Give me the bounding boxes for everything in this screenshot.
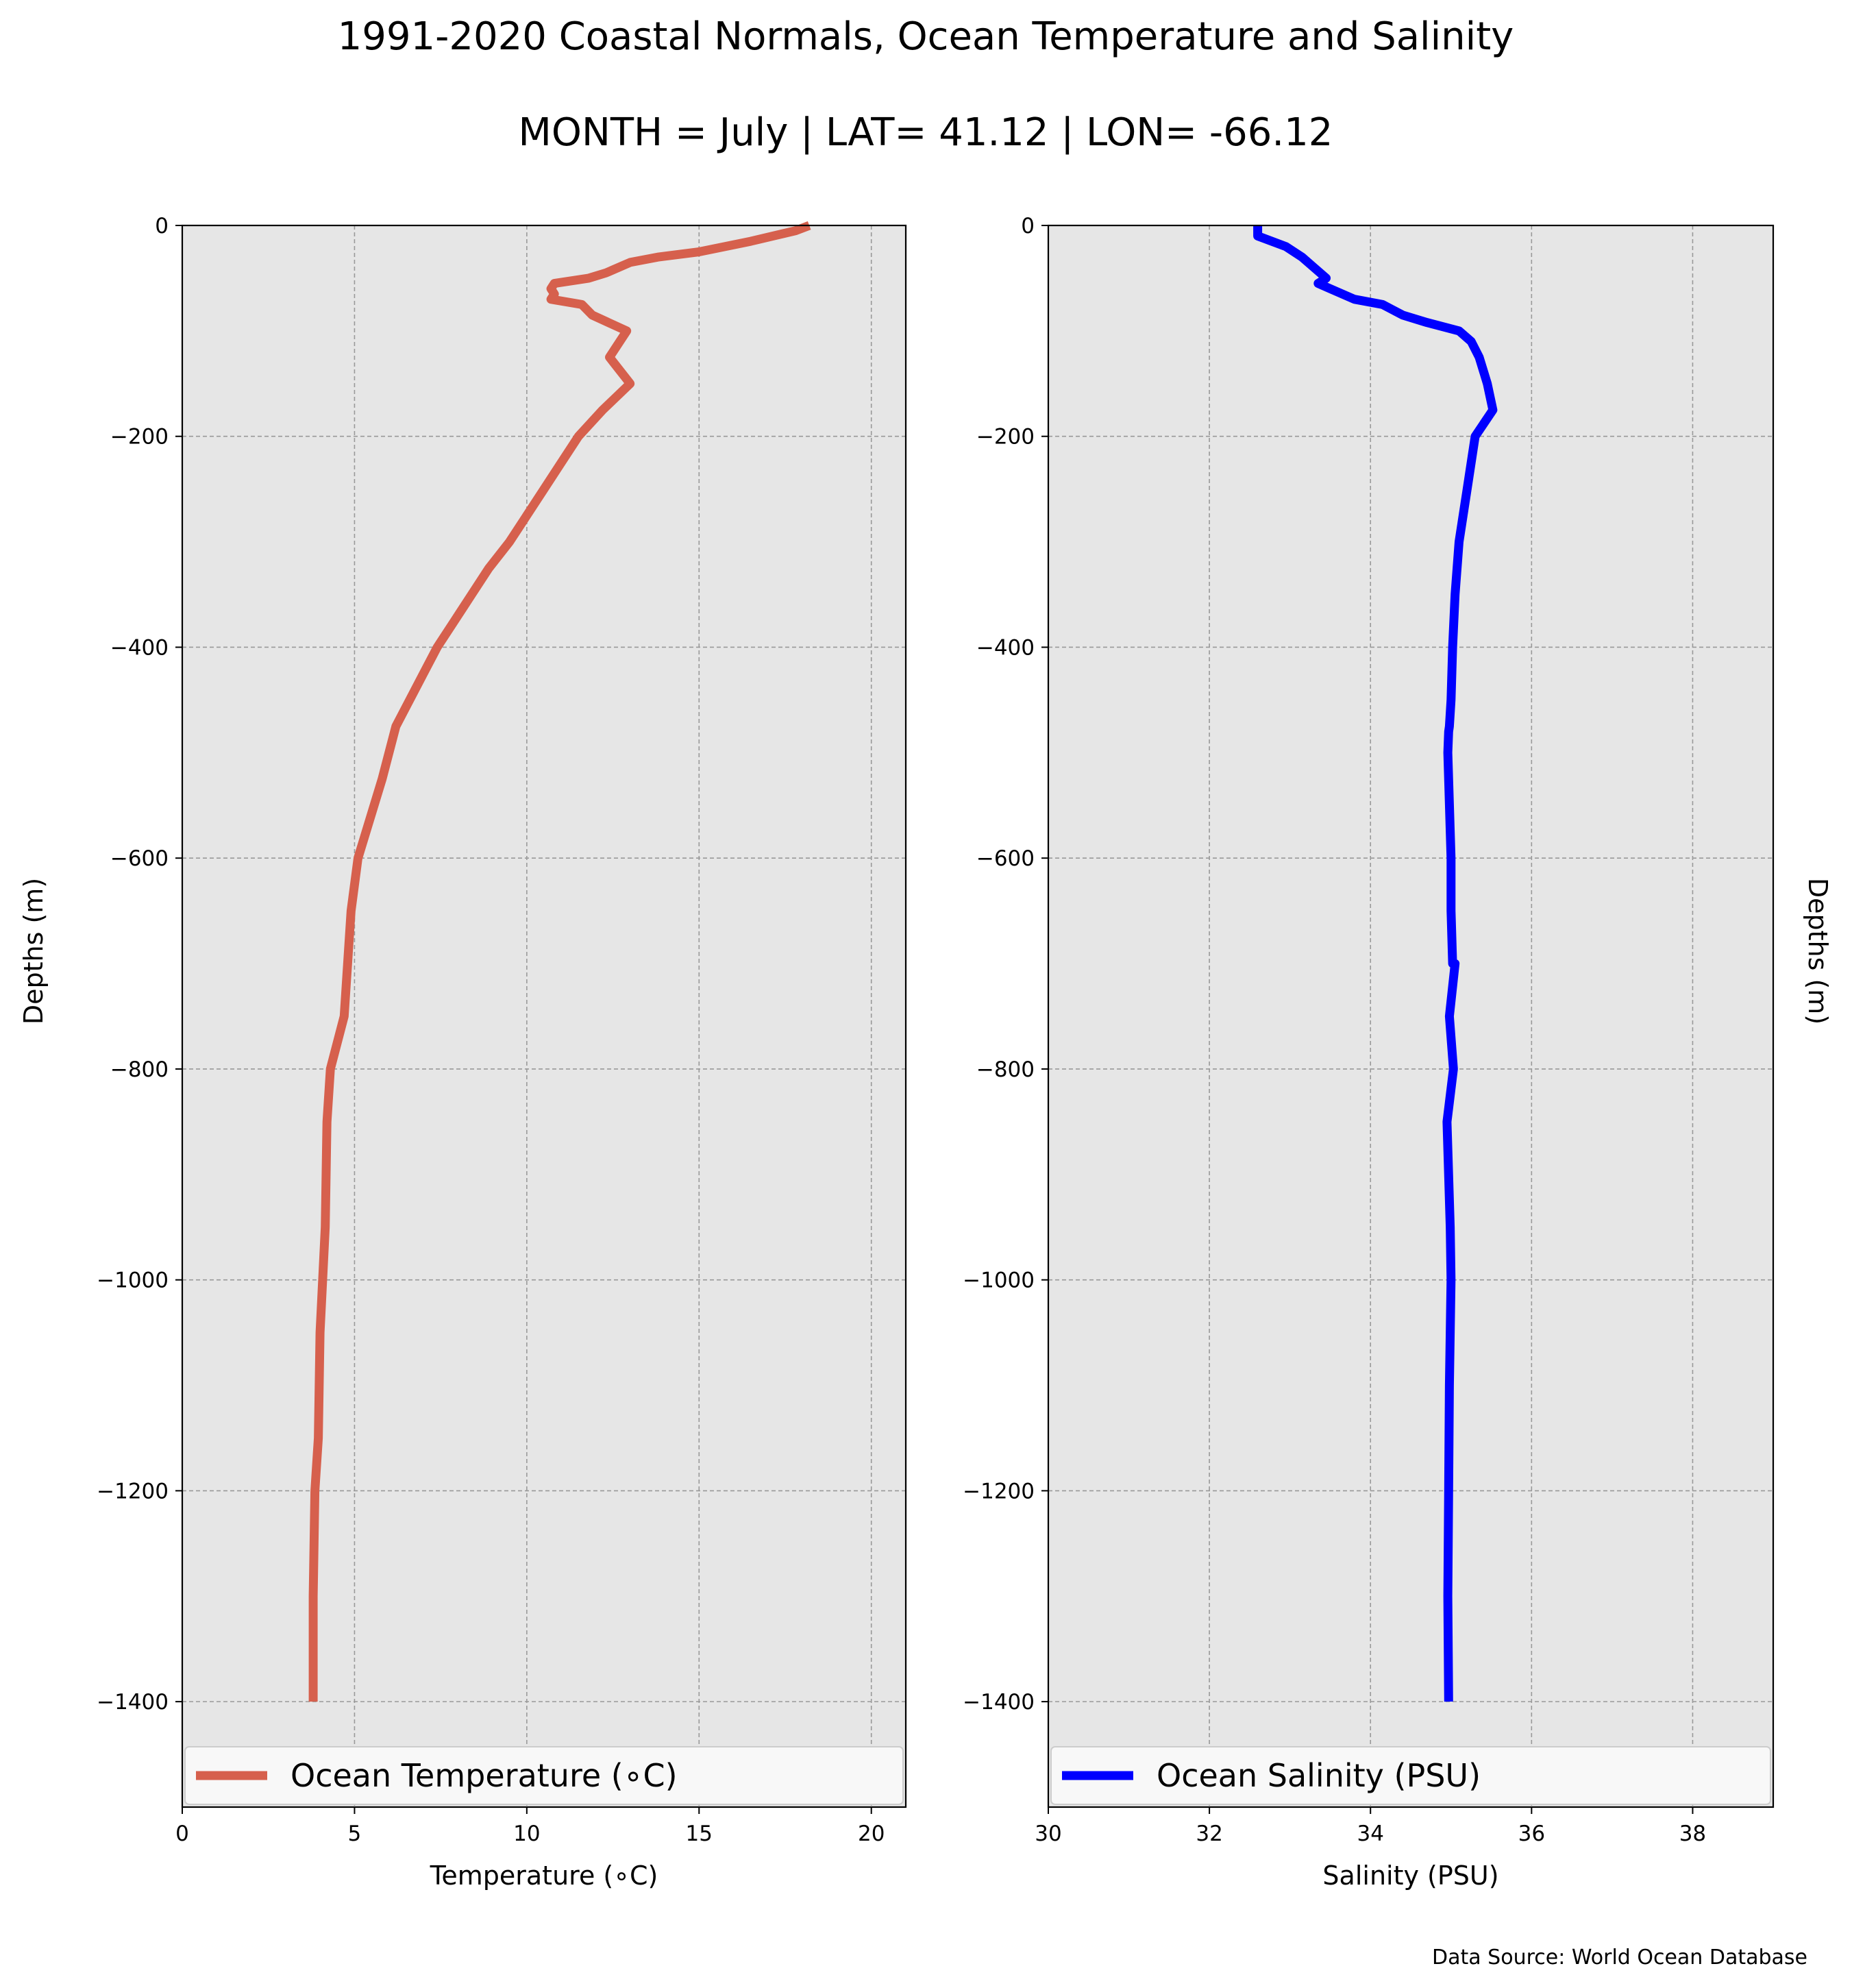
temperature-y-tick-label: −1000 <box>97 1268 169 1293</box>
salinity-panel: 30 32 34 36 38 0 −200 −400 −600 −800 −1000 −1200 −14… <box>963 214 1775 1891</box>
salinity-x-tick-label: 32 <box>1196 1821 1222 1846</box>
temperature-x-tick-label: 20 <box>858 1821 885 1846</box>
salinity-x-tick-label: 36 <box>1518 1821 1545 1846</box>
chart-subtitle: MONTH = July | LAT= 41.12 | LON= -66.12 <box>519 110 1333 155</box>
chart-title: 1991-2020 Coastal Normals, Ocean Tempera… <box>338 14 1514 59</box>
temperature-y-tick-label: −800 <box>110 1057 169 1082</box>
temperature-legend-label: Ocean Temperature (∘C) <box>291 1757 678 1794</box>
temperature-series-line <box>308 221 811 1702</box>
salinity-y-tick-label: −1400 <box>963 1690 1035 1715</box>
temperature-legend-box <box>184 1746 904 1805</box>
salinity-plot-area <box>1048 225 1773 1807</box>
data-source-note: Data Source: World Ocean Database <box>1432 1946 1807 1969</box>
salinity-y-tick-label: −600 <box>976 846 1035 871</box>
salinity-x-axis-label: Salinity (PSU) <box>1322 1861 1498 1891</box>
salinity-series-line <box>1253 225 1498 1702</box>
salinity-y-tick-label: −800 <box>976 1057 1035 1082</box>
temperature-x-axis-label: Temperature (∘C) <box>430 1861 658 1891</box>
salinity-y-tick-label: −200 <box>976 425 1035 450</box>
temperature-y-tick-label: −1200 <box>97 1479 169 1504</box>
right-y-axis-label: Depths (m) <box>1803 878 1833 1024</box>
temperature-y-tick-label: −200 <box>110 425 169 450</box>
temperature-plot-area <box>182 225 906 1807</box>
temperature-y-tick-label: −600 <box>110 846 169 871</box>
salinity-axes-frame <box>1047 224 1775 1808</box>
salinity-x-tick-label: 30 <box>1035 1821 1061 1846</box>
temperature-y-tick-label: −400 <box>110 635 169 660</box>
temperature-panel: 0 5 10 15 20 0 −200 −400 −600 −800 −1000 −1200 −1400… <box>97 214 907 1891</box>
temperature-x-tick-label: 0 <box>175 1821 189 1846</box>
salinity-y-tick-label: −1000 <box>963 1268 1035 1293</box>
salinity-x-tick-label: 38 <box>1679 1821 1706 1846</box>
salinity-x-tick-label: 34 <box>1357 1821 1383 1846</box>
left-y-axis-label: Depths (m) <box>18 878 49 1024</box>
salinity-legend: Ocean Salinity (PSU) <box>1050 1746 1771 1805</box>
salinity-y-tick-label: −1200 <box>963 1479 1035 1504</box>
temperature-legend: Ocean Temperature (∘C) <box>184 1746 904 1805</box>
temperature-axes-frame <box>181 224 907 1808</box>
temperature-x-tick-label: 15 <box>686 1821 713 1846</box>
temperature-y-tick-label: 0 <box>155 214 169 238</box>
salinity-legend-label: Ocean Salinity (PSU) <box>1157 1757 1481 1794</box>
temperature-x-tick-label: 5 <box>348 1821 362 1846</box>
salinity-y-tick-label: 0 <box>1021 214 1035 238</box>
salinity-y-tick-label: −400 <box>976 635 1035 660</box>
temperature-x-tick-label: 10 <box>513 1821 540 1846</box>
temperature-y-tick-label: −1400 <box>97 1690 169 1715</box>
salinity-legend-box <box>1050 1746 1771 1805</box>
